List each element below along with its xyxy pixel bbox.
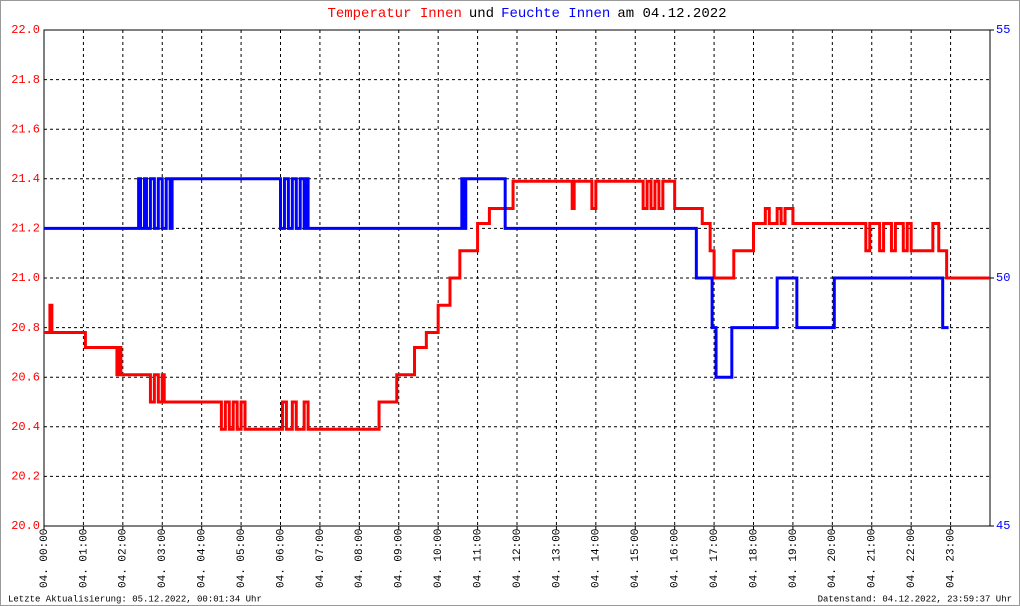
title-part: und xyxy=(469,6,494,22)
x-tick-label: 04. 13:00 xyxy=(551,529,563,588)
x-tick-label: 04. 02:00 xyxy=(118,529,130,588)
x-tick-label: 04. 19:00 xyxy=(788,529,800,588)
x-tick-label: 04. 08:00 xyxy=(354,529,366,588)
x-tick-label: 04. 05:00 xyxy=(236,529,248,588)
x-tick-label: 04. 21:00 xyxy=(867,529,879,588)
x-tick-label: 04. 16:00 xyxy=(670,529,682,588)
x-tick-label: 04. 09:00 xyxy=(394,529,406,588)
y-tick-label: 21.8 xyxy=(11,73,40,87)
y2-tick-label: 55 xyxy=(996,23,1010,37)
y-tick-label: 20.6 xyxy=(11,370,40,384)
title-part: Temperatur Innen xyxy=(327,6,461,22)
y-tick-label: 21.0 xyxy=(11,271,40,285)
x-tick-label: 04. 17:00 xyxy=(709,529,721,588)
y-tick-label: 20.8 xyxy=(11,321,40,335)
footer-left: Letzte Aktualisierung: 05.12.2022, 00:01… xyxy=(8,594,262,604)
y-tick-label: 20.4 xyxy=(11,420,40,434)
y-tick-label: 21.6 xyxy=(11,122,40,136)
x-tick-label: 04. 14:00 xyxy=(591,529,603,588)
y2-tick-label: 45 xyxy=(996,519,1010,533)
title-part: am 04.12.2022 xyxy=(617,6,726,22)
x-tick-label: 04. 07:00 xyxy=(315,529,327,588)
title-part: Feuchte Innen xyxy=(501,6,610,22)
y-tick-label: 20.0 xyxy=(11,519,40,533)
x-tick-label: 04. 03:00 xyxy=(157,529,169,588)
y-tick-label: 21.2 xyxy=(11,222,40,236)
x-tick-label: 04. 01:00 xyxy=(78,529,90,588)
x-tick-label: 04. 22:00 xyxy=(906,529,918,588)
x-tick-label: 04. 10:00 xyxy=(433,529,445,588)
x-tick-label: 04. 00:00 xyxy=(39,529,51,588)
y-tick-label: 20.2 xyxy=(11,470,40,484)
y2-tick-label: 50 xyxy=(996,271,1010,285)
x-tick-label: 04. 12:00 xyxy=(512,529,524,588)
y-tick-label: 21.4 xyxy=(11,172,40,186)
data-line xyxy=(44,177,949,379)
x-tick-label: 04. 18:00 xyxy=(748,529,760,588)
chart-title: Temperatur Innen und Feuchte Innen am 04.12… xyxy=(327,6,726,22)
footer-right: Datenstand: 04.12.2022, 23:59:37 Uhr xyxy=(818,594,1012,604)
x-tick-label: 04. 15:00 xyxy=(630,529,642,588)
x-tick-label: 04. 11:00 xyxy=(472,529,484,588)
y-tick-label: 22.0 xyxy=(11,23,40,37)
x-tick-label: 04. 04:00 xyxy=(197,529,209,588)
x-tick-label: 04. 06:00 xyxy=(275,529,287,588)
x-tick-label: 04. 20:00 xyxy=(827,529,839,588)
x-tick-label: 04. 23:00 xyxy=(945,529,957,588)
data-line xyxy=(44,179,990,431)
